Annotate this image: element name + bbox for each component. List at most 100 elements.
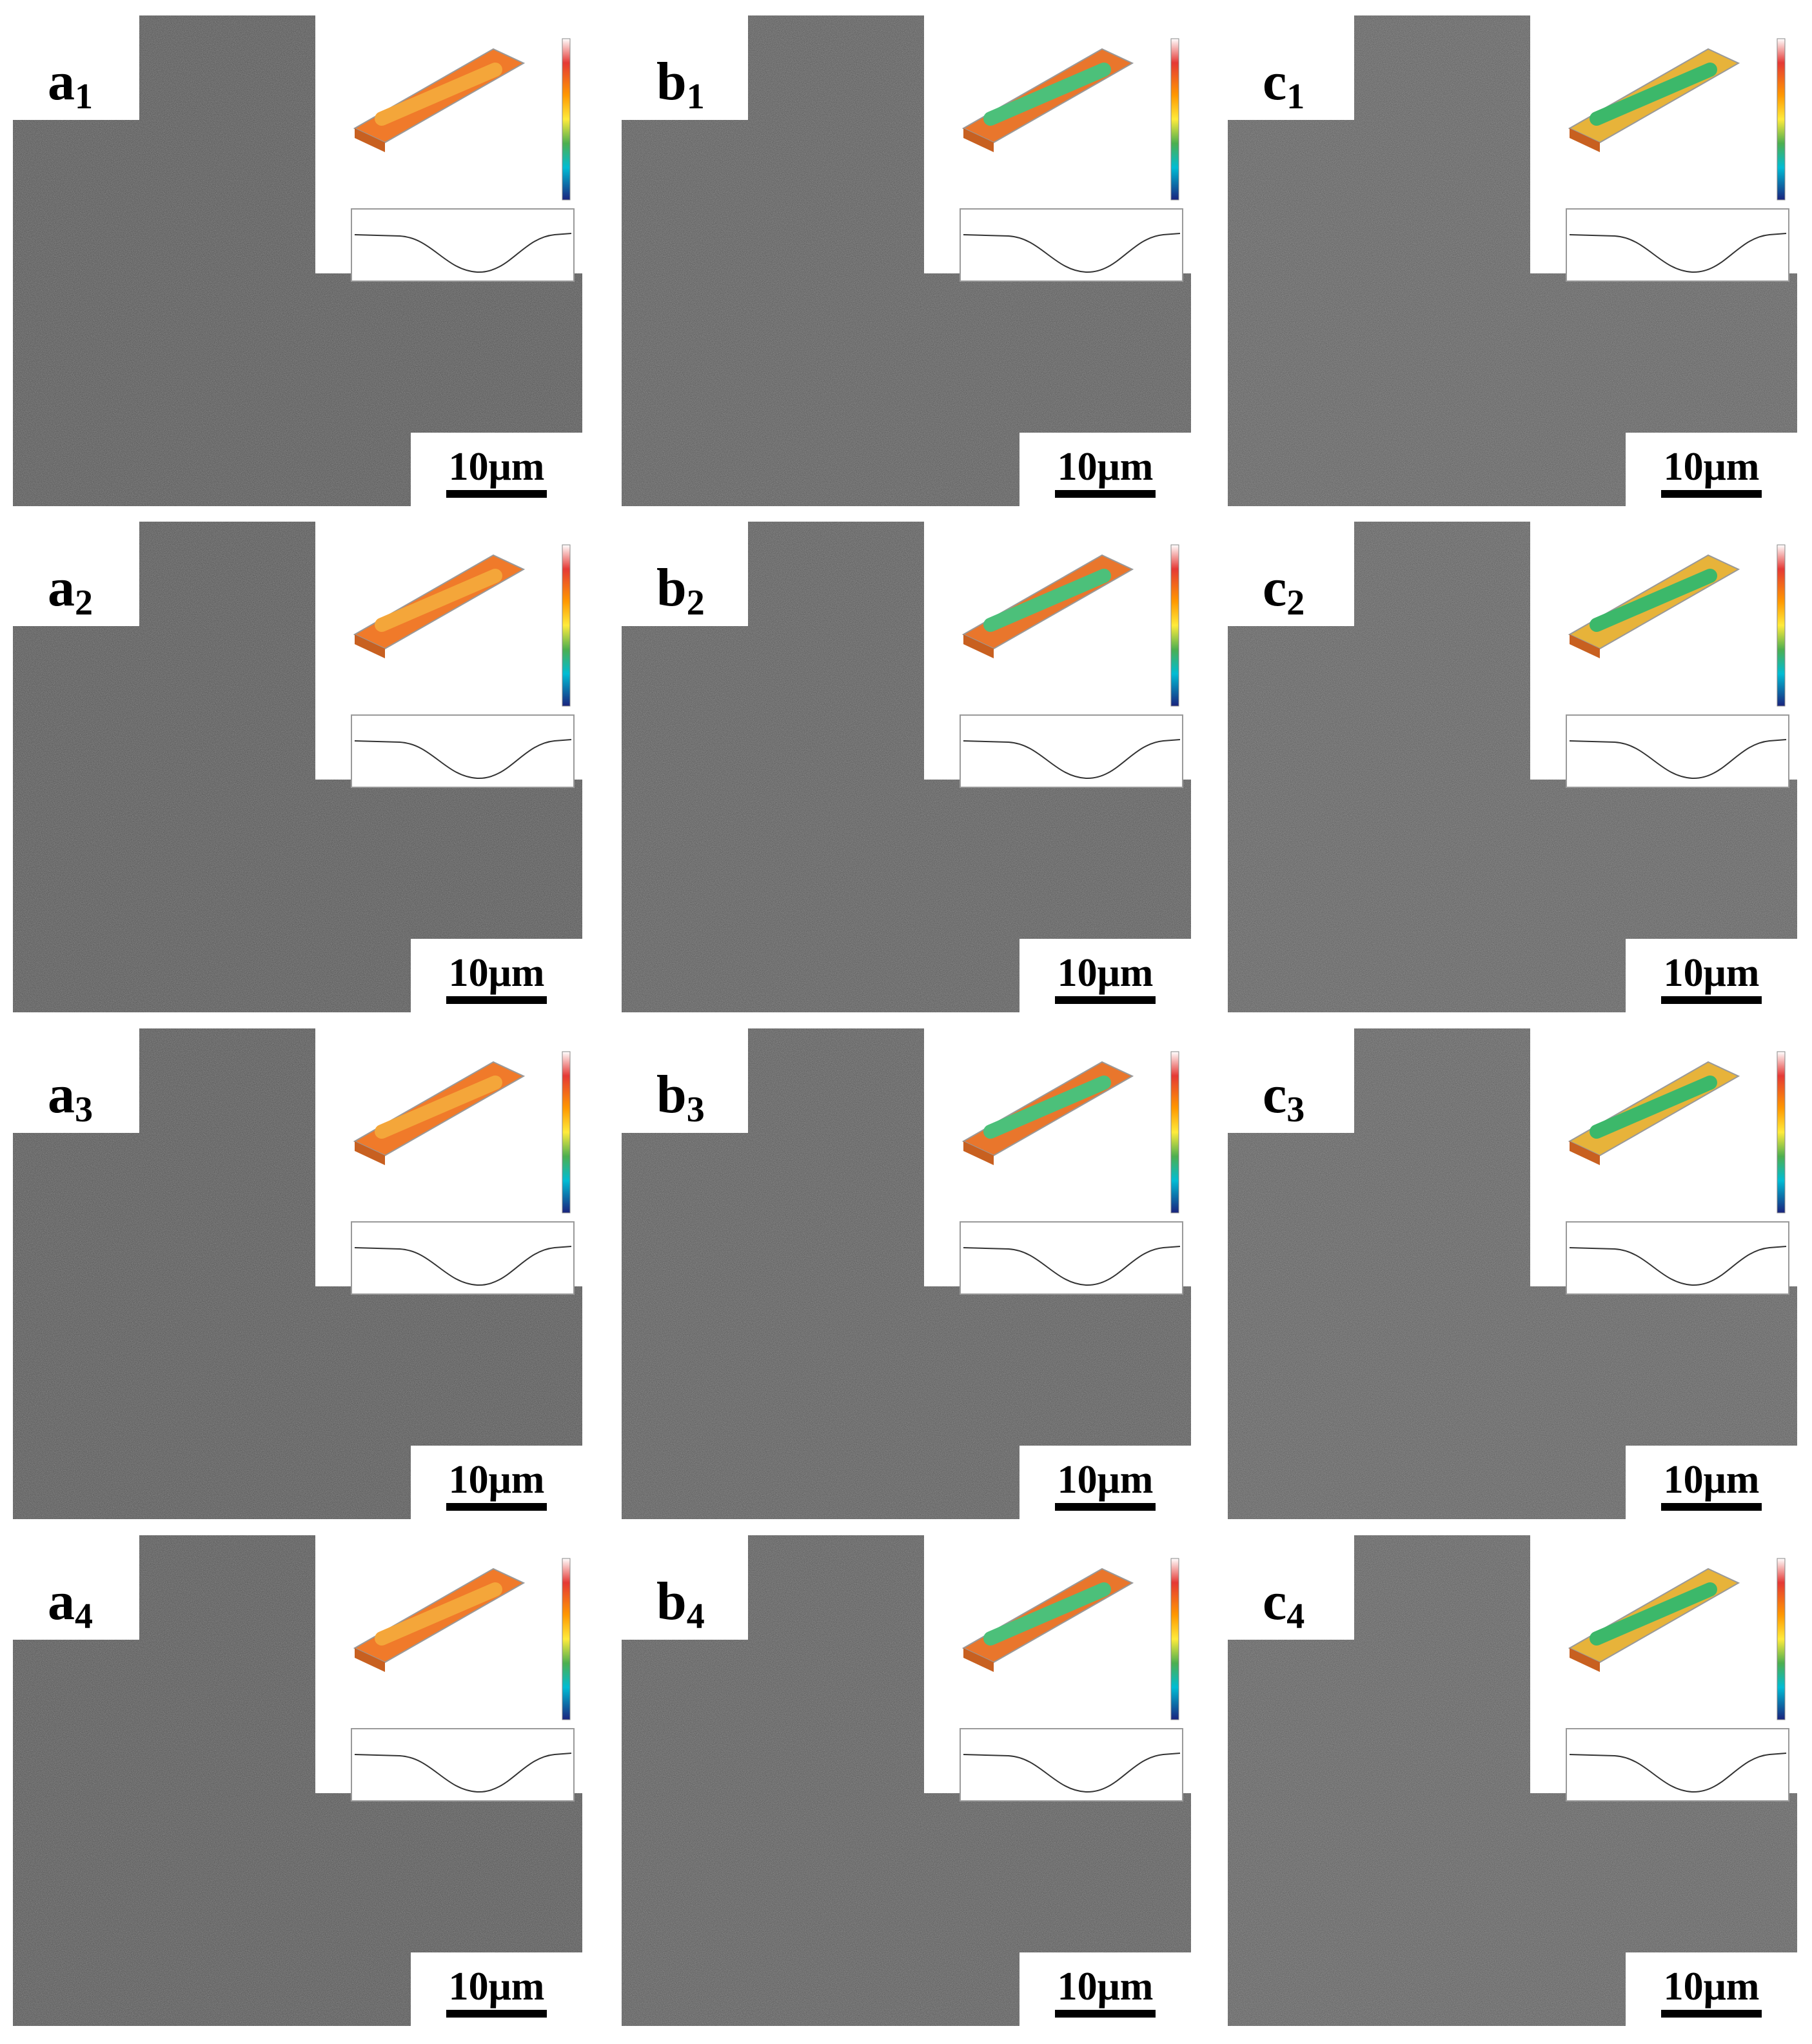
- profile-curve: [963, 1753, 1181, 1793]
- label-box: [622, 1535, 748, 1640]
- inset-3d-side: [1570, 1141, 1600, 1165]
- label-box: [1228, 1028, 1354, 1133]
- panel-label: a2: [48, 558, 93, 623]
- inset-3d-side: [355, 634, 385, 658]
- profile-frame: [1566, 714, 1789, 788]
- panel-letter: c: [1263, 52, 1286, 112]
- inset-groove: [375, 63, 502, 126]
- label-box: [622, 522, 748, 626]
- panel-label: c3: [1263, 1065, 1305, 1130]
- profile-frame: [351, 714, 575, 788]
- inset-groove: [983, 63, 1111, 126]
- inset-3d-side: [355, 128, 385, 152]
- inset-colorbar: [1777, 1558, 1786, 1720]
- profile-frame: [351, 208, 575, 282]
- panel-subscript: 4: [687, 1597, 705, 1636]
- inset-colorbar: [1170, 38, 1179, 201]
- panel-subscript: 2: [687, 583, 705, 623]
- profile-curve: [1569, 233, 1787, 273]
- panel: a4 10μm: [13, 1535, 582, 2026]
- scale-label: 10μm: [1058, 951, 1154, 995]
- panel: c2 10μm: [1228, 522, 1797, 1012]
- panel: b1 10μm: [622, 15, 1191, 506]
- panel-label: c2: [1263, 558, 1305, 623]
- label-box: [622, 1028, 748, 1133]
- panel-subscript: 3: [1286, 1090, 1305, 1130]
- inset-colorbar: [1170, 1051, 1179, 1214]
- inset-groove: [375, 1582, 502, 1646]
- label-box: [13, 1028, 139, 1133]
- scale-bar: [446, 1503, 547, 1511]
- profile-frame: [960, 208, 1183, 282]
- profile-curve: [963, 739, 1181, 780]
- profile-frame: [351, 1221, 575, 1295]
- profile-frame: [1566, 1221, 1789, 1295]
- scale-bar: [446, 490, 547, 498]
- profile-curve: [963, 233, 1181, 273]
- profile-frame: [1566, 1728, 1789, 1802]
- panel-letter: b: [656, 1065, 687, 1125]
- label-box: [13, 1535, 139, 1640]
- inset-3d-side: [963, 1648, 994, 1672]
- scale-bar: [1661, 1503, 1762, 1511]
- scale-label: 10μm: [1664, 1458, 1760, 1502]
- inset-groove: [375, 569, 502, 632]
- panel-letter: b: [656, 52, 687, 112]
- panel: b3 10μm: [622, 1028, 1191, 1519]
- inset-colorbar: [1170, 1558, 1179, 1720]
- inset-colorbar: [562, 38, 571, 201]
- inset-3d-side: [963, 634, 994, 658]
- panel-letter: a: [48, 52, 75, 112]
- label-box: [13, 522, 139, 626]
- scale-bar: [1055, 1503, 1156, 1511]
- profile-frame: [1566, 208, 1789, 282]
- inset-groove: [983, 1076, 1111, 1139]
- panel-label: c1: [1263, 52, 1305, 117]
- inset-groove: [1590, 63, 1717, 126]
- inset-groove: [1590, 1582, 1717, 1646]
- inset-groove: [983, 1582, 1111, 1646]
- inset-3d-side: [1570, 128, 1600, 152]
- inset-groove: [983, 569, 1111, 632]
- panel-label: a4: [48, 1571, 93, 1636]
- panel-label: b2: [656, 558, 705, 623]
- panel: a3 10μm: [13, 1028, 582, 1519]
- scale-label: 10μm: [1664, 951, 1760, 995]
- profile-frame: [960, 1728, 1183, 1802]
- inset-colorbar: [1170, 544, 1179, 707]
- scale-label: 10μm: [449, 445, 545, 489]
- scale-bar: [1661, 490, 1762, 498]
- panel-label: a3: [48, 1065, 93, 1130]
- panel-label: c4: [1263, 1571, 1305, 1636]
- inset-3d-side: [1570, 1648, 1600, 1672]
- panel-letter: b: [656, 1571, 687, 1631]
- profile-curve: [354, 233, 572, 273]
- panel-subscript: 1: [1286, 77, 1305, 117]
- panel-label: b1: [656, 52, 705, 117]
- panel-letter: a: [48, 558, 75, 618]
- profile-frame: [960, 1221, 1183, 1295]
- inset-groove: [1590, 569, 1717, 632]
- panel-letter: c: [1263, 558, 1286, 618]
- inset-colorbar: [562, 544, 571, 707]
- profile-curve: [1569, 739, 1787, 780]
- panel: c1 10μm: [1228, 15, 1797, 506]
- panel-letter: c: [1263, 1571, 1286, 1631]
- scale-bar: [446, 996, 547, 1004]
- label-box: [1228, 1535, 1354, 1640]
- scale-bar: [1661, 996, 1762, 1004]
- panel: b4 10μm: [622, 1535, 1191, 2026]
- panel: b2 10μm: [622, 522, 1191, 1012]
- scale-bar: [1055, 996, 1156, 1004]
- panel-subscript: 1: [687, 77, 705, 117]
- panel-subscript: 2: [1286, 583, 1305, 623]
- profile-curve: [354, 739, 572, 780]
- scale-label: 10μm: [1058, 1965, 1154, 2009]
- profile-curve: [1569, 1246, 1787, 1286]
- panel-letter: a: [48, 1065, 75, 1125]
- profile-frame: [960, 714, 1183, 788]
- label-box: [1228, 15, 1354, 120]
- profile-curve: [354, 1753, 572, 1793]
- panel-subscript: 1: [75, 77, 93, 117]
